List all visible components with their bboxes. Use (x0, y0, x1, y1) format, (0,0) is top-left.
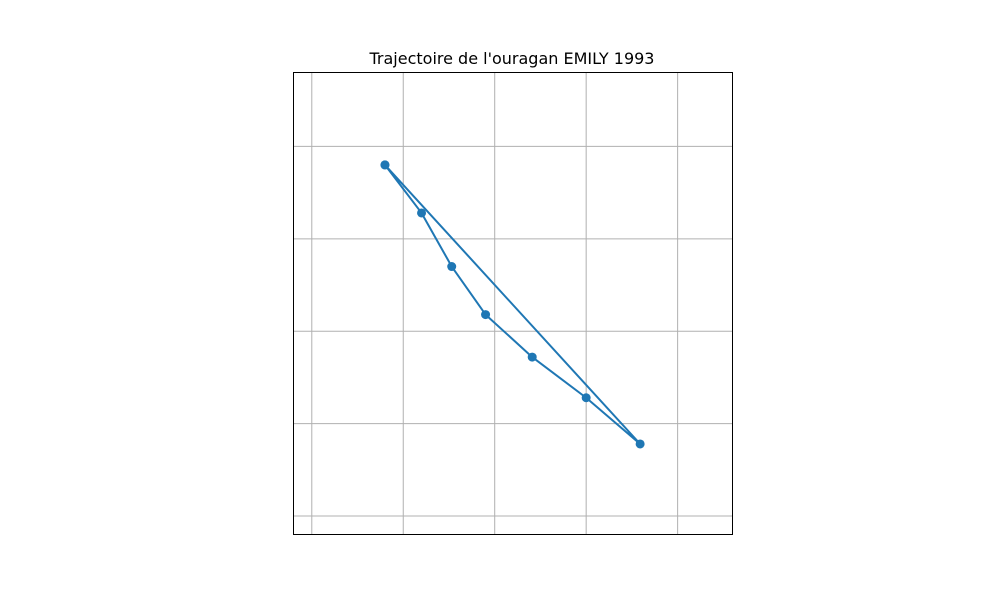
series-line-0 (384, 164, 642, 445)
data-point-3 (481, 310, 491, 320)
series-group (380, 160, 645, 449)
data-point-7 (380, 160, 390, 170)
data-point-2 (447, 262, 457, 272)
plot-frame (293, 72, 733, 535)
grid (293, 72, 733, 535)
data-point-4 (527, 352, 537, 362)
chart-title: Trajectoire de l'ouragan EMILY 1993 (369, 49, 655, 68)
data-point-1 (417, 208, 427, 218)
data-point-6 (635, 439, 645, 449)
data-point-5 (581, 393, 591, 403)
